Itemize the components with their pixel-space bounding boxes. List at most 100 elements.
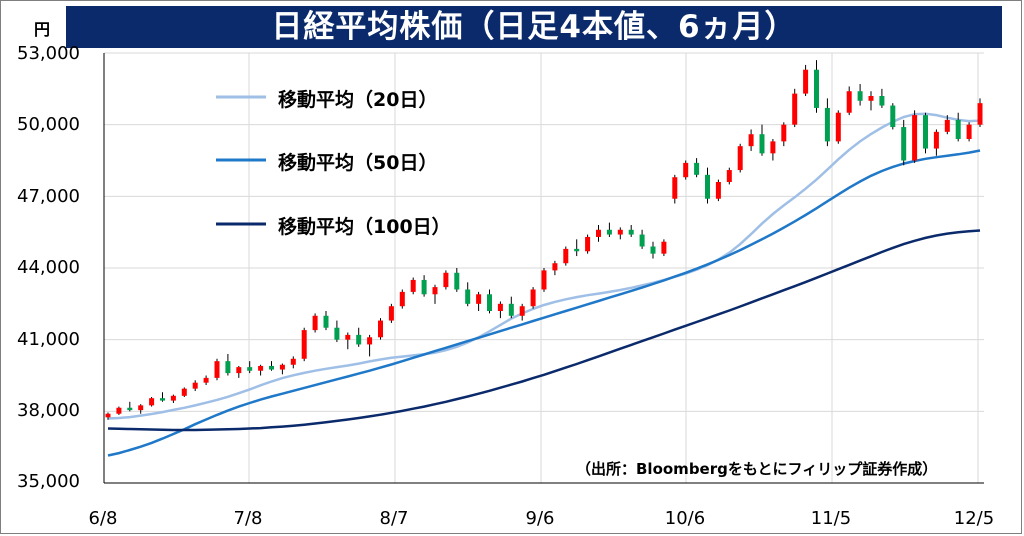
candle-body bbox=[715, 182, 721, 199]
candle-body bbox=[835, 112, 841, 142]
x-tick-label: 7/8 bbox=[233, 508, 263, 529]
series-line-ma50 bbox=[107, 149, 981, 457]
candle-body bbox=[933, 131, 939, 149]
candle-body bbox=[181, 388, 187, 396]
candle-body bbox=[247, 367, 253, 371]
x-tick-label: 6/8 bbox=[88, 508, 118, 529]
candle-body bbox=[443, 272, 449, 288]
candle-body bbox=[421, 279, 427, 295]
candle-body bbox=[726, 170, 732, 182]
candle-body bbox=[977, 103, 983, 125]
candle-body bbox=[345, 334, 351, 340]
candle-body bbox=[279, 364, 285, 370]
candle-body bbox=[857, 91, 863, 101]
legend-label-ma20: 移動平均（20日） bbox=[278, 89, 438, 111]
y-tick-label: 53,000 bbox=[17, 43, 80, 64]
chart-title: 日経平均株価（日足4本値、6ヵ月） bbox=[66, 6, 1002, 48]
candle-body bbox=[955, 119, 961, 139]
candle-body bbox=[497, 303, 503, 311]
candle-body bbox=[323, 315, 329, 328]
candle-body bbox=[661, 241, 667, 254]
y-tick-label: 47,000 bbox=[17, 186, 80, 207]
candle-body bbox=[759, 134, 765, 154]
candle-body bbox=[334, 327, 340, 340]
candle-body bbox=[399, 291, 405, 307]
candle-body bbox=[203, 377, 209, 383]
candle-body bbox=[803, 69, 809, 94]
x-tick-label: 10/6 bbox=[664, 508, 706, 529]
candle-body bbox=[846, 91, 852, 113]
candle-body bbox=[301, 330, 307, 359]
candle-body bbox=[770, 141, 776, 154]
x-tick-label: 11/5 bbox=[810, 508, 852, 529]
candle-body bbox=[149, 398, 155, 406]
y-axis-unit: 円 bbox=[34, 20, 51, 39]
candle-body bbox=[160, 398, 165, 401]
candle-body bbox=[127, 407, 133, 411]
candle-body bbox=[737, 146, 743, 171]
y-tick-label: 41,000 bbox=[17, 329, 80, 350]
candle-body bbox=[639, 234, 645, 247]
candle-body bbox=[519, 306, 525, 316]
candle-body bbox=[105, 413, 111, 418]
y-tick-label: 35,000 bbox=[17, 471, 80, 492]
source-note: （出所：Bloombergをもとにフィリップ証券作成） bbox=[576, 460, 938, 478]
candle-body bbox=[290, 358, 296, 365]
candle-body bbox=[868, 96, 874, 101]
candle-body bbox=[465, 289, 471, 304]
candle-body bbox=[824, 107, 830, 142]
candle-body bbox=[650, 246, 656, 254]
candle-body bbox=[617, 229, 623, 235]
candle-body bbox=[694, 162, 700, 175]
candle-body bbox=[269, 365, 274, 370]
series-line-ma20 bbox=[107, 112, 981, 420]
candle-body bbox=[672, 177, 678, 199]
candle-body bbox=[192, 382, 198, 389]
candle-body bbox=[944, 119, 950, 132]
candle-body bbox=[966, 124, 972, 139]
candle-body bbox=[410, 279, 416, 292]
candle-body bbox=[901, 127, 907, 161]
candle-body bbox=[792, 93, 798, 125]
candle-body bbox=[367, 337, 373, 345]
candle-body bbox=[563, 248, 569, 264]
candle-body bbox=[258, 365, 264, 371]
x-tick-label: 12/5 bbox=[953, 508, 995, 529]
candle-body bbox=[508, 303, 514, 316]
candle-body bbox=[388, 306, 394, 321]
candle-body bbox=[683, 162, 689, 178]
candle-body bbox=[596, 229, 601, 237]
candle-body bbox=[628, 229, 634, 235]
candle-body bbox=[170, 395, 176, 401]
candle-body bbox=[476, 294, 482, 304]
candle-body bbox=[312, 315, 318, 331]
candle-body bbox=[138, 405, 144, 411]
x-tick-label: 9/6 bbox=[525, 508, 555, 529]
y-tick-label: 38,000 bbox=[17, 400, 80, 421]
candle-body bbox=[923, 115, 928, 149]
candle-body bbox=[236, 367, 242, 374]
candle-body bbox=[574, 248, 580, 252]
candle-body bbox=[705, 174, 710, 199]
candle-body bbox=[541, 270, 547, 290]
legend-label-ma100: 移動平均（100日） bbox=[278, 216, 451, 238]
candle-body bbox=[225, 361, 231, 374]
candle-body bbox=[214, 361, 220, 378]
y-tick-label: 44,000 bbox=[17, 257, 80, 278]
candle-body bbox=[378, 320, 383, 338]
candle-body bbox=[356, 334, 362, 345]
candle-body bbox=[748, 134, 754, 147]
candle-body bbox=[487, 294, 492, 311]
candle-body bbox=[912, 115, 918, 161]
candle-body bbox=[454, 272, 460, 290]
series-line-ma100 bbox=[107, 229, 981, 432]
y-tick-label: 50,000 bbox=[17, 114, 80, 135]
candle-body bbox=[606, 229, 612, 235]
candle-body bbox=[585, 236, 591, 252]
candle-body bbox=[432, 287, 438, 295]
candle-body bbox=[890, 105, 896, 128]
x-tick-label: 8/7 bbox=[379, 508, 409, 529]
candle-body bbox=[781, 124, 787, 142]
